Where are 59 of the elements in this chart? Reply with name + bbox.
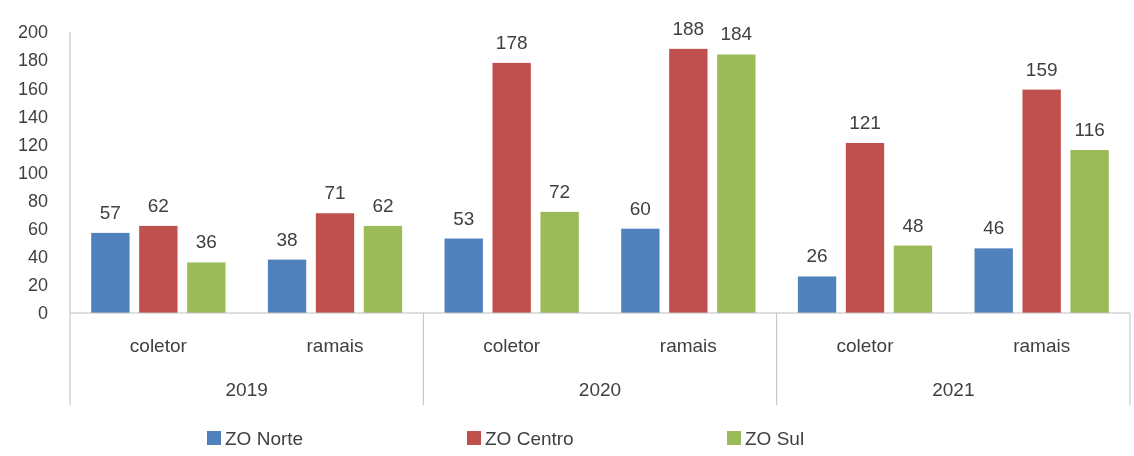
data-label: 46 xyxy=(983,217,1005,239)
data-label: 178 xyxy=(495,31,528,53)
bar xyxy=(669,48,708,313)
data-label: 36 xyxy=(195,231,217,253)
data-label: 72 xyxy=(549,180,571,202)
bar xyxy=(267,259,307,313)
data-label: 38 xyxy=(276,228,298,250)
bar xyxy=(315,213,355,313)
y-tick-label: 200 xyxy=(17,22,48,43)
data-label: 48 xyxy=(902,214,924,236)
x-tick-label: coletor xyxy=(836,335,895,356)
y-tick-label: 140 xyxy=(17,106,48,127)
y-tick-label: 20 xyxy=(27,275,48,296)
x-tick-label: ramais xyxy=(659,335,717,356)
bar xyxy=(1022,89,1061,313)
text: 2020 xyxy=(578,379,622,400)
bar xyxy=(1070,150,1109,313)
data-label: 57 xyxy=(99,201,121,223)
data-label: 53 xyxy=(453,207,475,229)
x-tick-label: ramais xyxy=(306,335,364,356)
data-label: 62 xyxy=(372,194,394,216)
y-tick-label: 180 xyxy=(17,50,48,71)
text: 2021 xyxy=(932,379,975,400)
y-tick-label: 120 xyxy=(17,134,48,155)
text: 2019 xyxy=(225,379,268,400)
bar xyxy=(187,262,226,313)
x-tick-label: ramais xyxy=(1013,335,1071,356)
data-label: 26 xyxy=(806,245,828,267)
legend-label: ZO Sul xyxy=(745,428,805,449)
y-tick-label: 80 xyxy=(27,190,48,211)
bar xyxy=(139,225,178,313)
y-tick-label: 100 xyxy=(17,162,48,183)
legend-label: ZO Norte xyxy=(225,428,304,449)
y-tick-label: 0 xyxy=(37,303,48,324)
data-label: 71 xyxy=(324,182,346,204)
data-label: 184 xyxy=(720,23,753,45)
bar xyxy=(444,238,483,313)
data-label: 159 xyxy=(1025,58,1058,80)
x-tick-label: coletor xyxy=(483,335,541,356)
bar xyxy=(893,245,933,313)
y-tick-label: 60 xyxy=(27,219,48,239)
y-tick-label: 40 xyxy=(27,247,48,268)
data-label: 116 xyxy=(1074,119,1105,141)
x-tick-label: coletor xyxy=(129,335,188,356)
bar xyxy=(621,228,660,313)
bar xyxy=(363,225,403,313)
data-label: 60 xyxy=(629,197,651,219)
bar xyxy=(797,276,837,313)
bar xyxy=(540,211,579,313)
bar xyxy=(492,62,531,313)
bar xyxy=(845,143,885,313)
bar xyxy=(974,248,1013,313)
legend-label: ZO Centro xyxy=(485,428,574,449)
bar xyxy=(717,54,756,313)
data-label: 188 xyxy=(672,17,705,39)
bar xyxy=(91,232,130,313)
data-label: 121 xyxy=(849,111,881,133)
y-tick-label: 160 xyxy=(17,78,48,99)
data-label: 62 xyxy=(147,194,169,216)
